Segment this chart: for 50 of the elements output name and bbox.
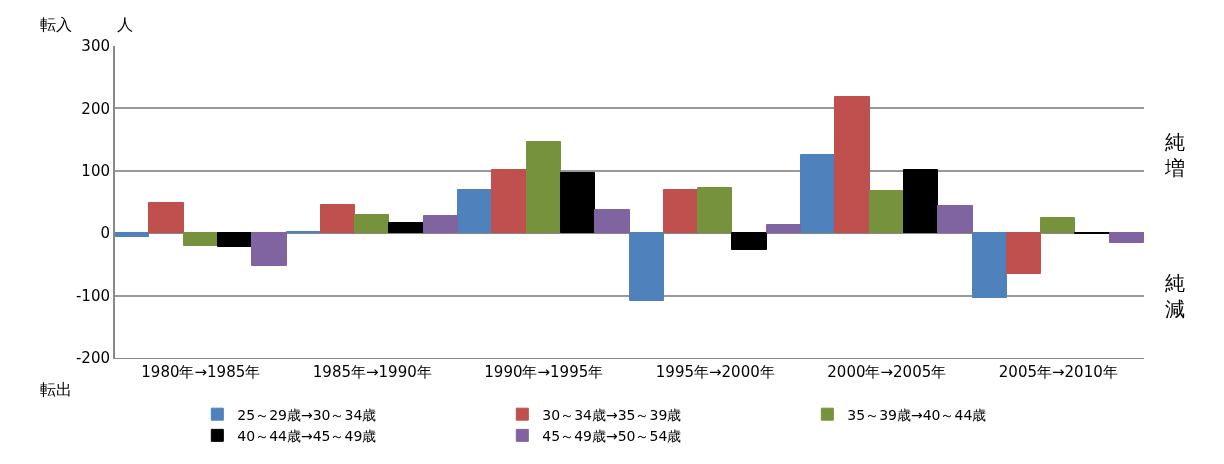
bar bbox=[526, 141, 561, 233]
text: 人 bbox=[117, 15, 133, 34]
bar bbox=[972, 232, 1007, 298]
bar bbox=[834, 96, 870, 233]
legend-label: 45～49歳→50～54歳 bbox=[542, 427, 682, 444]
bar bbox=[251, 232, 287, 266]
y-tick-label: -100 bbox=[75, 286, 110, 305]
bar bbox=[594, 209, 630, 233]
bar bbox=[766, 224, 801, 233]
x-tick-label: 1990年→1995年 bbox=[484, 363, 604, 381]
bar bbox=[1109, 232, 1144, 243]
bar bbox=[869, 190, 904, 233]
x-tick-label: 1995年→2000年 bbox=[655, 363, 775, 381]
text: 転出 bbox=[40, 380, 72, 399]
legend-label: 25～29歳→30～34歳 bbox=[237, 406, 377, 423]
bar bbox=[697, 187, 732, 233]
text: 純増 bbox=[1164, 130, 1185, 180]
x-tick-label: 1985年→1990年 bbox=[312, 363, 432, 381]
legend-label: 30～34歳→35～39歳 bbox=[542, 406, 682, 423]
y-tick-label: 300 bbox=[81, 37, 110, 56]
legend-label: 35～39歳→40～44歳 bbox=[847, 406, 987, 423]
text: 純減 bbox=[1165, 271, 1185, 321]
bar bbox=[663, 189, 698, 233]
text: 転入 bbox=[40, 15, 72, 34]
bar bbox=[800, 154, 835, 233]
bar bbox=[560, 172, 595, 233]
legend-label: 40～44歳→45～49歳 bbox=[237, 427, 377, 444]
bar bbox=[354, 214, 389, 233]
bar bbox=[320, 204, 355, 233]
bar bbox=[937, 205, 973, 233]
x-tick-label: 2005年→2010年 bbox=[998, 363, 1118, 381]
bar bbox=[115, 232, 149, 237]
x-tick-label: 1980年→1985年 bbox=[141, 363, 261, 381]
bar bbox=[217, 232, 252, 247]
x-tick-label: 2000年→2005年 bbox=[827, 363, 947, 381]
bar bbox=[1006, 232, 1041, 274]
y-tick-label: 200 bbox=[81, 99, 110, 118]
bar bbox=[1040, 217, 1075, 233]
bar bbox=[457, 189, 492, 233]
bar bbox=[183, 232, 218, 246]
bar bbox=[903, 169, 938, 233]
y-tick-label: -200 bbox=[75, 349, 110, 368]
bar bbox=[491, 169, 527, 233]
bar bbox=[148, 202, 184, 233]
y-tick-label: 0 bbox=[100, 224, 110, 243]
bar bbox=[731, 232, 767, 250]
bar bbox=[388, 222, 424, 233]
y-tick-label: 100 bbox=[81, 162, 110, 181]
bar bbox=[423, 215, 458, 233]
bar bbox=[629, 232, 664, 301]
